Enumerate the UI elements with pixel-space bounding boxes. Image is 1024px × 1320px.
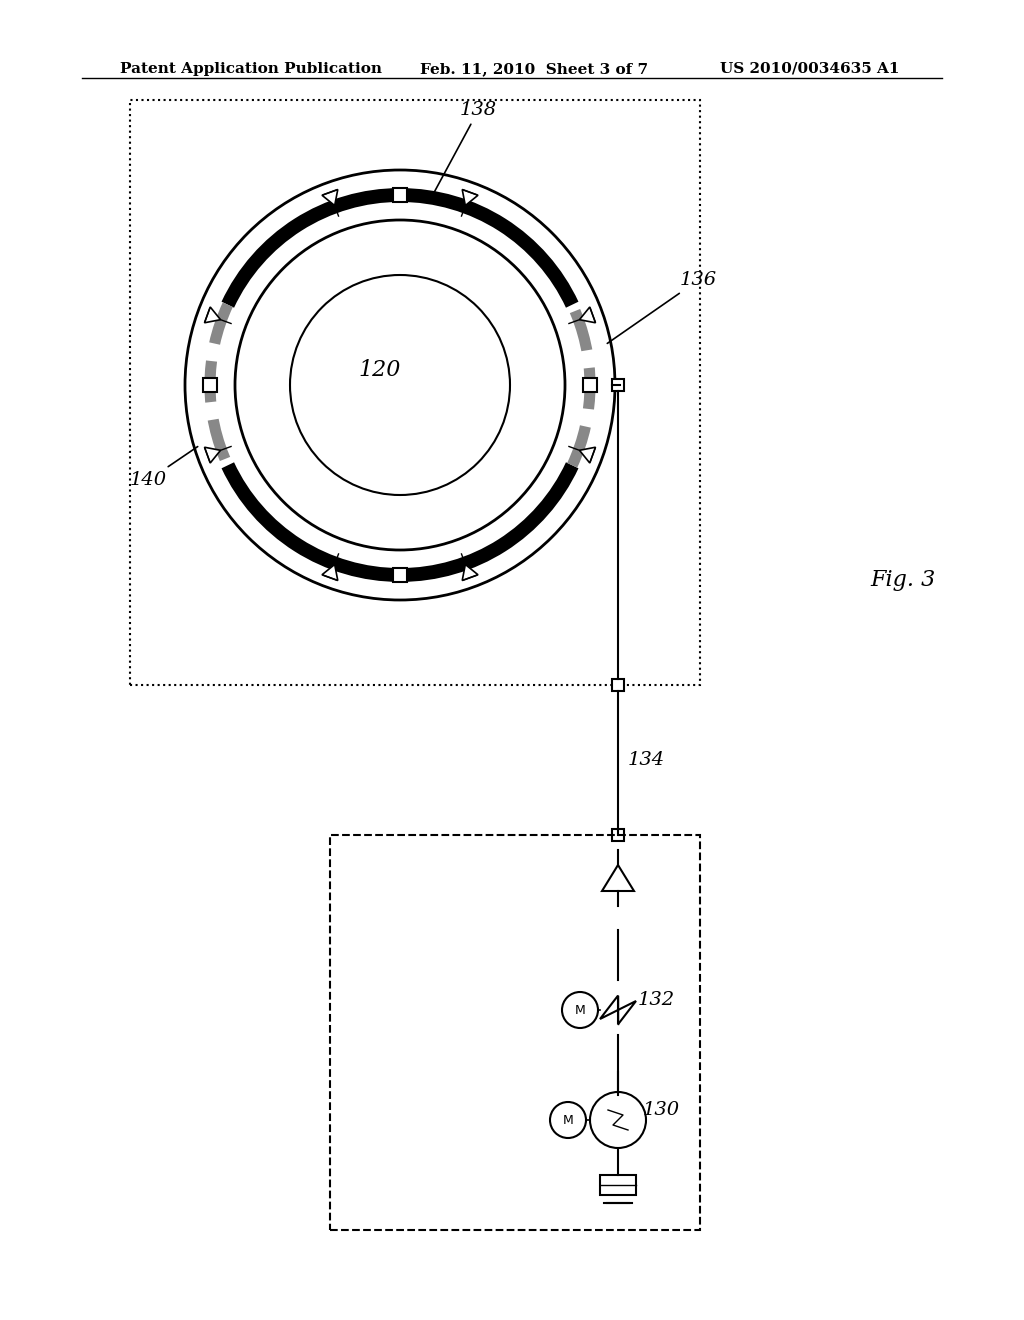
Text: 138: 138 <box>431 102 497 198</box>
Bar <box>583 378 597 392</box>
Bar <box>393 187 407 202</box>
Polygon shape <box>462 565 478 581</box>
Polygon shape <box>205 447 220 463</box>
Text: M: M <box>574 1003 586 1016</box>
Polygon shape <box>322 190 338 206</box>
Text: Feb. 11, 2010  Sheet 3 of 7: Feb. 11, 2010 Sheet 3 of 7 <box>420 62 648 77</box>
Circle shape <box>562 993 598 1028</box>
Polygon shape <box>205 308 220 323</box>
Text: 120: 120 <box>358 359 401 381</box>
Bar <box>203 378 217 392</box>
Bar <box>612 379 624 391</box>
Text: Patent Application Publication: Patent Application Publication <box>120 62 382 77</box>
Text: 136: 136 <box>607 271 717 343</box>
Bar <box>600 1175 636 1195</box>
Polygon shape <box>600 995 618 1019</box>
Text: Fig. 3: Fig. 3 <box>870 569 935 591</box>
Circle shape <box>590 1092 646 1148</box>
Circle shape <box>550 1102 586 1138</box>
Text: M: M <box>562 1114 573 1126</box>
Polygon shape <box>602 865 634 891</box>
Polygon shape <box>580 308 596 323</box>
Bar <box>393 568 407 582</box>
Text: US 2010/0034635 A1: US 2010/0034635 A1 <box>720 62 899 77</box>
Polygon shape <box>462 190 478 206</box>
Bar <box>612 678 624 690</box>
Text: 140: 140 <box>130 446 198 488</box>
Text: 132: 132 <box>638 991 675 1008</box>
Text: 134: 134 <box>628 751 666 770</box>
Bar <box>612 829 624 841</box>
Polygon shape <box>618 1001 636 1024</box>
Polygon shape <box>580 447 596 463</box>
Text: 130: 130 <box>643 1101 680 1119</box>
Polygon shape <box>322 565 338 581</box>
